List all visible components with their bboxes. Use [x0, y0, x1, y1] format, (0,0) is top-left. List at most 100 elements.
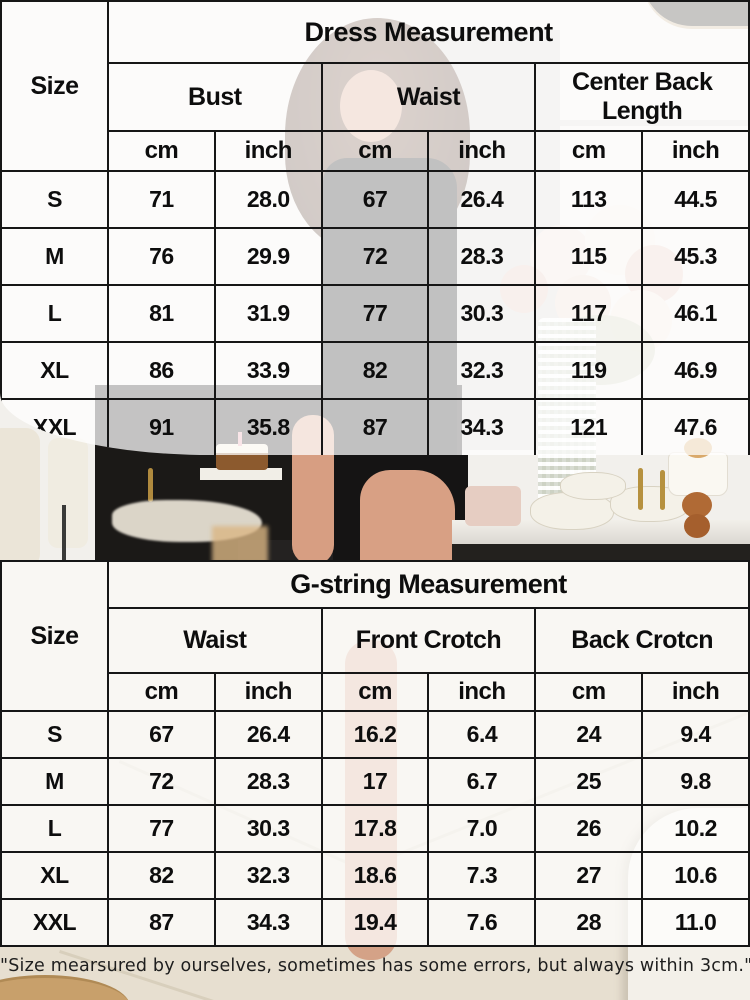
value-cell: 86 [107, 341, 216, 400]
gstring-table-title: G-string Measurement [107, 560, 750, 609]
value-cell: 119 [534, 341, 644, 400]
table-row: XL 82 32.3 18.6 7.3 27 10.6 [0, 851, 750, 900]
bowl [560, 472, 626, 500]
size-cell: L [0, 284, 109, 343]
disclaimer-text: "Size mearsured by ourselves, sometimes … [0, 956, 750, 976]
value-cell: 77 [320, 284, 430, 343]
gstring-measurement-table: Size G-string Measurement Waist Front Cr… [0, 560, 750, 947]
value-cell: 18.6 [320, 851, 430, 900]
unit-header-inch: inch [213, 672, 323, 712]
value-cell: 7.3 [427, 851, 537, 900]
value-cell: 11.0 [641, 898, 750, 947]
value-cell: 10.2 [641, 804, 750, 853]
table-row: M 72 28.3 17 6.7 25 9.8 [0, 757, 750, 806]
group-header-waist: Waist [107, 607, 323, 674]
value-cell: 81 [107, 284, 216, 343]
value-cell: 9.4 [641, 710, 750, 759]
counter-base [452, 544, 750, 562]
value-cell: 82 [320, 341, 430, 400]
unit-header-inch: inch [213, 130, 323, 172]
unit-header-cm: cm [107, 130, 216, 172]
value-cell: 28.0 [213, 170, 323, 229]
value-cell: 30.3 [427, 284, 537, 343]
value-cell: 34.3 [427, 398, 537, 455]
group-header-bust: Bust [107, 62, 323, 132]
value-cell: 6.4 [427, 710, 537, 759]
value-cell: 7.0 [427, 804, 537, 853]
value-cell: 32.3 [427, 341, 537, 400]
value-cell: 115 [534, 227, 644, 286]
value-cell: 29.9 [213, 227, 323, 286]
value-cell: 27 [534, 851, 644, 900]
unit-header-inch: inch [641, 672, 750, 712]
unit-header-cm: cm [320, 130, 430, 172]
table-row: XL 86 33.9 82 32.3 119 46.9 [0, 341, 750, 400]
cabinet-handle [148, 468, 153, 502]
value-cell: 46.1 [641, 284, 750, 343]
value-cell: 35.8 [213, 398, 323, 455]
table-row: S 67 26.4 16.2 6.4 24 9.4 [0, 710, 750, 759]
unit-header-inch: inch [427, 130, 537, 172]
gstring-table-panel: Size G-string Measurement Waist Front Cr… [0, 560, 750, 947]
value-cell: 91 [107, 398, 216, 455]
value-cell: 72 [107, 757, 216, 806]
blurred-table-leg [212, 526, 268, 564]
size-cell: M [0, 757, 109, 806]
value-cell: 44.5 [641, 170, 750, 229]
value-cell: 82 [107, 851, 216, 900]
value-cell: 26.4 [427, 170, 537, 229]
unit-header-cm: cm [320, 672, 430, 712]
table-row: XXL 87 34.3 19.4 7.6 28 11.0 [0, 898, 750, 947]
group-header-waist: Waist [320, 62, 537, 132]
unit-header-cm: cm [107, 672, 216, 712]
unit-header-cm: cm [534, 130, 644, 172]
group-header-back-crotch: Back Crotcn [534, 607, 750, 674]
value-cell: 33.9 [213, 341, 323, 400]
group-header-center-back-length: Center Back Length [534, 62, 750, 132]
value-cell: 87 [107, 898, 216, 947]
size-cell: XL [0, 851, 109, 900]
unit-header-inch: inch [641, 130, 750, 172]
value-cell: 117 [534, 284, 644, 343]
value-cell: 17 [320, 757, 430, 806]
value-cell: 28 [534, 898, 644, 947]
table-row: L 81 31.9 77 30.3 117 46.1 [0, 284, 750, 343]
soap-dish [465, 486, 521, 526]
chair-leg [62, 505, 66, 565]
value-cell: 34.3 [213, 898, 323, 947]
value-cell: 16.2 [320, 710, 430, 759]
size-column-header: Size [0, 0, 109, 172]
value-cell: 7.6 [427, 898, 537, 947]
value-cell: 32.3 [213, 851, 323, 900]
value-cell: 72 [320, 227, 430, 286]
value-cell: 46.9 [641, 341, 750, 400]
bar-chair [48, 438, 88, 548]
size-column-header: Size [0, 560, 109, 712]
gold-faucet [660, 470, 665, 510]
value-cell: 26.4 [213, 710, 323, 759]
value-cell: 76 [107, 227, 216, 286]
value-cell: 28.3 [427, 227, 537, 286]
unit-header-cm: cm [534, 672, 644, 712]
dress-measurement-table: Size Dress Measurement Bust Waist Center… [0, 0, 750, 455]
table-row: M 76 29.9 72 28.3 115 45.3 [0, 227, 750, 286]
lamp-shade [668, 452, 728, 496]
value-cell: 28.3 [213, 757, 323, 806]
lamp-base [682, 492, 712, 518]
size-cell: XXL [0, 398, 109, 455]
value-cell: 24 [534, 710, 644, 759]
cake-stand [200, 468, 282, 480]
value-cell: 17.8 [320, 804, 430, 853]
value-cell: 6.7 [427, 757, 537, 806]
value-cell: 87 [320, 398, 430, 455]
value-cell: 121 [534, 398, 644, 455]
size-cell: XXL [0, 898, 109, 947]
value-cell: 47.6 [641, 398, 750, 455]
size-cell: XL [0, 341, 109, 400]
value-cell: 26 [534, 804, 644, 853]
group-header-front-crotch: Front Crotch [320, 607, 537, 674]
dress-table-panel: Size Dress Measurement Bust Waist Center… [0, 0, 750, 455]
lamp-base [684, 514, 710, 538]
size-cell: M [0, 227, 109, 286]
value-cell: 77 [107, 804, 216, 853]
